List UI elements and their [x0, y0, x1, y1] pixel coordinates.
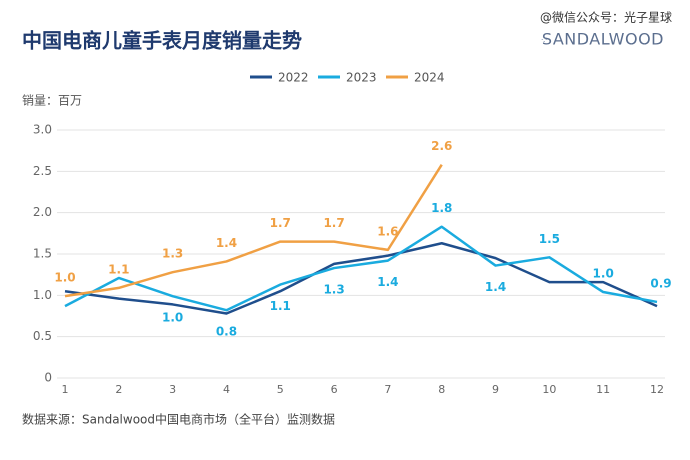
- legend-label: 2023: [346, 71, 377, 85]
- x-tick-label: 9: [492, 383, 499, 396]
- data-label: 1.1: [108, 262, 129, 276]
- legend-label: 2024: [414, 71, 445, 85]
- y-tick-label: 1.5: [33, 247, 52, 261]
- data-label: 1.7: [323, 216, 344, 230]
- data-label: 1.0: [162, 311, 183, 325]
- x-tick-label: 12: [650, 383, 664, 396]
- x-tick-label: 8: [438, 383, 445, 396]
- series-line: [64, 164, 443, 298]
- data-label: 1.0: [54, 271, 75, 285]
- y-axis-label: 销量：百万: [22, 94, 82, 108]
- y-tick-label: 1.0: [33, 288, 52, 302]
- x-tick-label: 10: [542, 383, 556, 396]
- data-label: 1.4: [377, 275, 398, 289]
- data-label: 0.9: [650, 276, 671, 290]
- data-label: 1.3: [323, 283, 344, 297]
- source: 数据来源：Sandalwood中国电商市场（全平台）监测数据: [22, 412, 335, 427]
- data-label: 1.7: [270, 216, 291, 230]
- y-tick-label: 0.5: [33, 329, 52, 343]
- x-tick-label: 4: [223, 383, 230, 396]
- y-tick-label: 2.5: [33, 164, 52, 178]
- data-label: 1.3: [162, 247, 183, 261]
- x-tick-label: 11: [596, 383, 610, 396]
- series-line: [64, 242, 658, 315]
- brand: SANDALWOOD: [542, 30, 664, 49]
- data-label: 1.1: [270, 299, 291, 313]
- y-tick-label: 3.0: [33, 123, 52, 137]
- data-label: 1.6: [377, 224, 398, 238]
- x-tick-label: 6: [331, 383, 338, 396]
- data-label: 1.0: [593, 267, 614, 281]
- x-tick-label: 3: [169, 383, 176, 396]
- watermark: @微信公众号：光子星球: [540, 11, 672, 25]
- x-tick-label: 7: [384, 383, 391, 396]
- chart-title: 中国电商儿童手表月度销量走势: [22, 29, 302, 53]
- legend-label: 2022: [278, 71, 309, 85]
- data-label: 1.5: [539, 232, 560, 246]
- data-label: 2.6: [431, 139, 452, 153]
- x-tick-label: 2: [115, 383, 122, 396]
- data-label: 0.8: [216, 325, 237, 339]
- data-label: 1.4: [485, 280, 506, 294]
- series-line: [64, 225, 658, 312]
- data-label: 1.4: [216, 236, 237, 250]
- brand-icon: ⁘: [540, 35, 548, 46]
- data-label: 1.8: [431, 201, 452, 215]
- y-tick-label: 2.0: [33, 205, 52, 219]
- y-tick-label: 0: [44, 371, 52, 385]
- x-tick-label: 1: [62, 383, 69, 396]
- x-tick-label: 5: [277, 383, 284, 396]
